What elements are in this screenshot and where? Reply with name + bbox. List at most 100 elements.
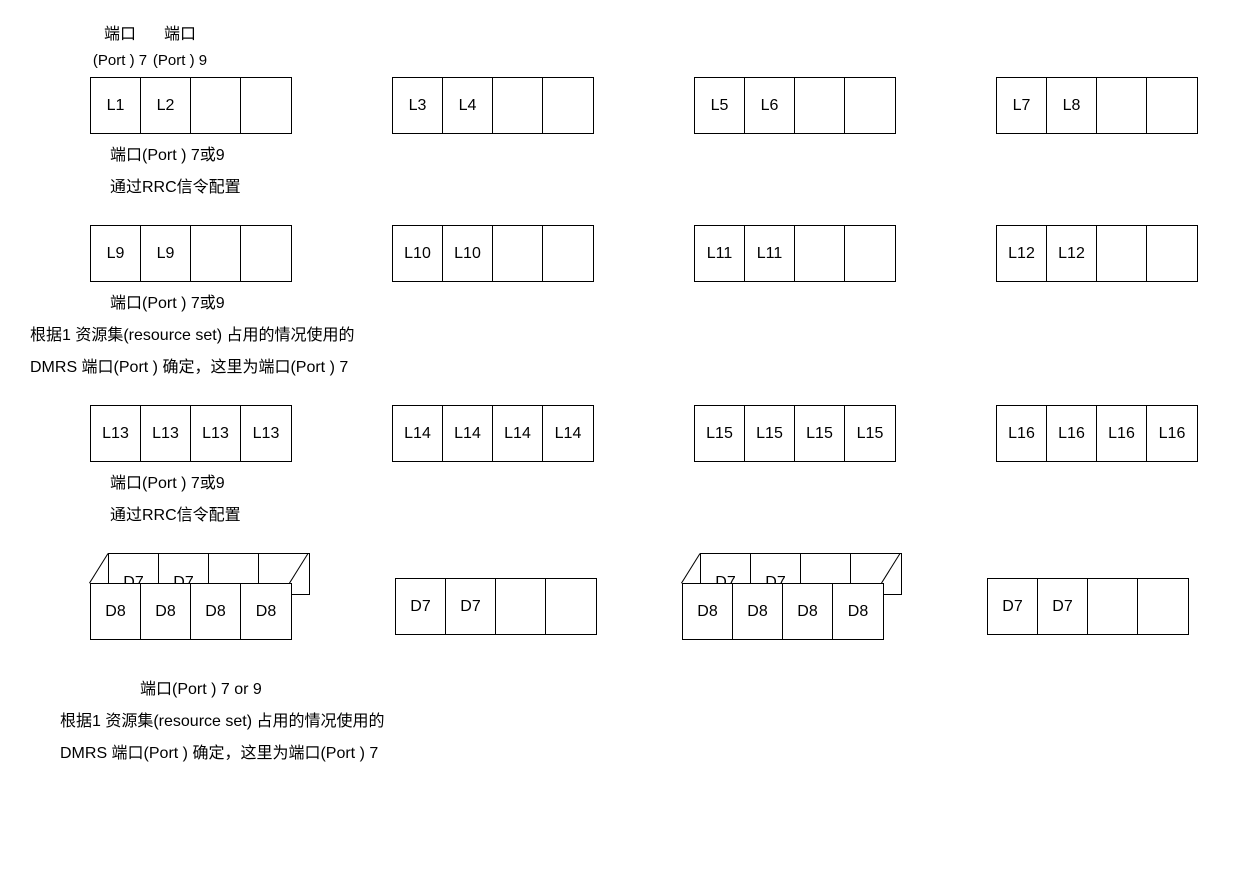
section-1: 端口 端口 (Port ) 7 (Port ) 9 L1 L2 L3 L4 L5… (30, 20, 1210, 200)
cell: L5 (695, 78, 745, 133)
stack-front-1: D8 D8 D8 D8 (90, 583, 292, 640)
section-3: L13 L13 L13 L13 L14 L14 L14 L14 L15 L15 … (30, 405, 1210, 528)
connector-icon (89, 553, 108, 583)
group-l15: L15 L15 L15 L15 (694, 405, 896, 462)
header-port7: 端口 (90, 20, 150, 44)
caption-4-line1: 端口(Port ) 7 or 9 (140, 678, 1210, 702)
group-l14: L14 L14 L14 L14 (392, 405, 594, 462)
port-headers: 端口 端口 (90, 20, 1210, 44)
cell (1088, 579, 1138, 634)
cell (795, 78, 845, 133)
cell: L10 (443, 226, 493, 281)
cell (543, 226, 593, 281)
cell (241, 226, 291, 281)
cell: L7 (997, 78, 1047, 133)
cell: L12 (997, 226, 1047, 281)
caption-2-line3: DMRS 端口(Port ) 确定，这里为端口(Port ) 7 (30, 356, 1210, 380)
caption-2-line2: 根据1 资源集(resource set) 占用的情况使用的 (30, 324, 1210, 348)
cell (496, 579, 546, 634)
group-l7-l8: L7 L8 (996, 77, 1198, 134)
subheader-port9: (Port ) 9 (150, 52, 210, 69)
cell: L14 (493, 406, 543, 461)
group-l11: L11 L11 (694, 225, 896, 282)
cell: L6 (745, 78, 795, 133)
caption-4-line2: 根据1 资源集(resource set) 占用的情况使用的 (60, 710, 1210, 734)
row-1: L1 L2 L3 L4 L5 L6 L7 L8 (90, 77, 1210, 134)
cell: L3 (393, 78, 443, 133)
group-l5-l6: L5 L6 (694, 77, 896, 134)
caption-4-line3: DMRS 端口(Port ) 确定，这里为端口(Port ) 7 (60, 742, 1210, 766)
cell: D8 (241, 584, 291, 639)
stack-front-3: D8 D8 D8 D8 (682, 583, 884, 640)
section-4: D7 D7 D8 D8 D8 D8 D7 D7 D7 D (30, 553, 1210, 766)
cell: L14 (443, 406, 493, 461)
caption-3-line1: 端口(Port ) 7或9 (110, 472, 1210, 496)
group-l1-l2: L1 L2 (90, 77, 292, 134)
cell (1097, 78, 1147, 133)
cell (493, 226, 543, 281)
cell: L15 (795, 406, 845, 461)
cell: D8 (833, 584, 883, 639)
group-l13: L13 L13 L13 L13 (90, 405, 292, 462)
cell: D8 (783, 584, 833, 639)
cell: L16 (1097, 406, 1147, 461)
row-4: D7 D7 D8 D8 D8 D8 D7 D7 D7 D (90, 553, 1210, 653)
cell (795, 226, 845, 281)
cell: D7 (1038, 579, 1088, 634)
cell: L13 (141, 406, 191, 461)
cell (241, 78, 291, 133)
section-2: L9 L9 L10 L10 L11 L11 L12 L12 端口(Port ) … (30, 225, 1210, 380)
cell: L15 (745, 406, 795, 461)
stacked-group-3: D7 D7 D8 D8 D8 D8 (682, 553, 902, 653)
cell: L13 (241, 406, 291, 461)
cell (1147, 226, 1197, 281)
group-l9: L9 L9 (90, 225, 292, 282)
cell: L4 (443, 78, 493, 133)
cell (845, 226, 895, 281)
cell: D8 (141, 584, 191, 639)
cell (191, 226, 241, 281)
cell: D7 (446, 579, 496, 634)
cell: L15 (695, 406, 745, 461)
caption-1-line1: 端口(Port ) 7或9 (110, 144, 1210, 168)
cell (1147, 78, 1197, 133)
caption-1-line2: 通过RRC信令配置 (110, 176, 1210, 200)
cell (543, 78, 593, 133)
group-l10: L10 L10 (392, 225, 594, 282)
cell: L11 (695, 226, 745, 281)
cell (191, 78, 241, 133)
group-l16: L16 L16 L16 L16 (996, 405, 1198, 462)
cell (546, 579, 596, 634)
group-l3-l4: L3 L4 (392, 77, 594, 134)
group-l12: L12 L12 (996, 225, 1198, 282)
cell: L16 (1147, 406, 1197, 461)
cell: L8 (1047, 78, 1097, 133)
cell: L16 (1047, 406, 1097, 461)
group-d7-2: D7 D7 (395, 578, 597, 635)
cell: D7 (396, 579, 446, 634)
cell: L13 (191, 406, 241, 461)
cell (845, 78, 895, 133)
cell: L14 (543, 406, 593, 461)
port-subheaders: (Port ) 7 (Port ) 9 (90, 52, 1210, 69)
row-3: L13 L13 L13 L13 L14 L14 L14 L14 L15 L15 … (90, 405, 1210, 462)
cell: L15 (845, 406, 895, 461)
cell: L1 (91, 78, 141, 133)
cell: L10 (393, 226, 443, 281)
cell: D8 (683, 584, 733, 639)
caption-3-line2: 通过RRC信令配置 (110, 504, 1210, 528)
connector-icon (681, 553, 700, 583)
stacked-group-1: D7 D7 D8 D8 D8 D8 (90, 553, 310, 653)
group-d7-4: D7 D7 (987, 578, 1189, 635)
cell: L9 (141, 226, 191, 281)
cell: L2 (141, 78, 191, 133)
cell (1097, 226, 1147, 281)
caption-2-line1: 端口(Port ) 7或9 (110, 292, 1210, 316)
cell: L9 (91, 226, 141, 281)
cell (493, 78, 543, 133)
cell: D8 (91, 584, 141, 639)
cell: D7 (988, 579, 1038, 634)
cell: D8 (191, 584, 241, 639)
cell: D8 (733, 584, 783, 639)
cell: L16 (997, 406, 1047, 461)
